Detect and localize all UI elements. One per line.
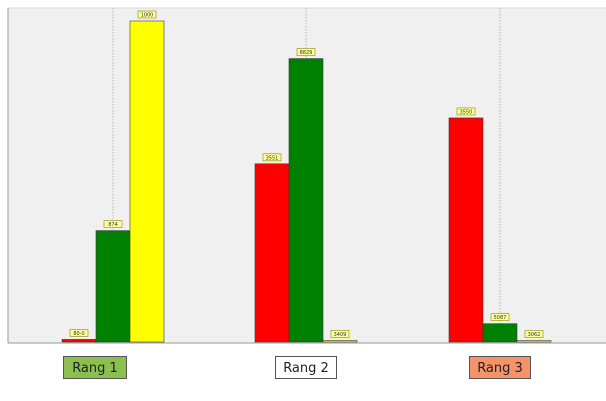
category-label: Rang 3: [469, 356, 531, 379]
bar: [516, 340, 552, 343]
bar: [288, 58, 324, 343]
data-label: 3551: [266, 155, 279, 161]
data-label: 8829: [300, 50, 313, 56]
data-label-badge: [69, 329, 89, 337]
data-label-badge: [456, 107, 476, 116]
bar: [322, 340, 358, 343]
data-label: 3062: [528, 332, 541, 338]
bars-layer: 80-0 874 1000 3551 8829 3409 3550 5087 3062: [61, 8, 552, 343]
bar: [482, 323, 518, 343]
bar: [254, 163, 290, 343]
category-label: Rang 1: [63, 356, 127, 379]
bar: [61, 339, 97, 343]
data-label-badge: [296, 48, 316, 56]
bar: [95, 230, 131, 343]
data-label: 80-0: [73, 331, 84, 337]
data-label-badge: [524, 330, 544, 338]
data-label-badge: [137, 10, 157, 19]
data-label: 874: [108, 222, 118, 228]
bar: [129, 20, 165, 343]
data-label-badge: [490, 313, 510, 322]
data-label: 1000: [141, 13, 154, 19]
data-label: 3550: [460, 109, 473, 115]
data-label-badge: [103, 220, 123, 228]
bar: [448, 117, 484, 343]
data-label: 3409: [334, 332, 347, 338]
category-label: Rang 2: [275, 356, 337, 379]
data-label: 5087: [494, 315, 507, 321]
data-label-badge: [330, 330, 350, 338]
data-label-badge: [262, 153, 282, 162]
